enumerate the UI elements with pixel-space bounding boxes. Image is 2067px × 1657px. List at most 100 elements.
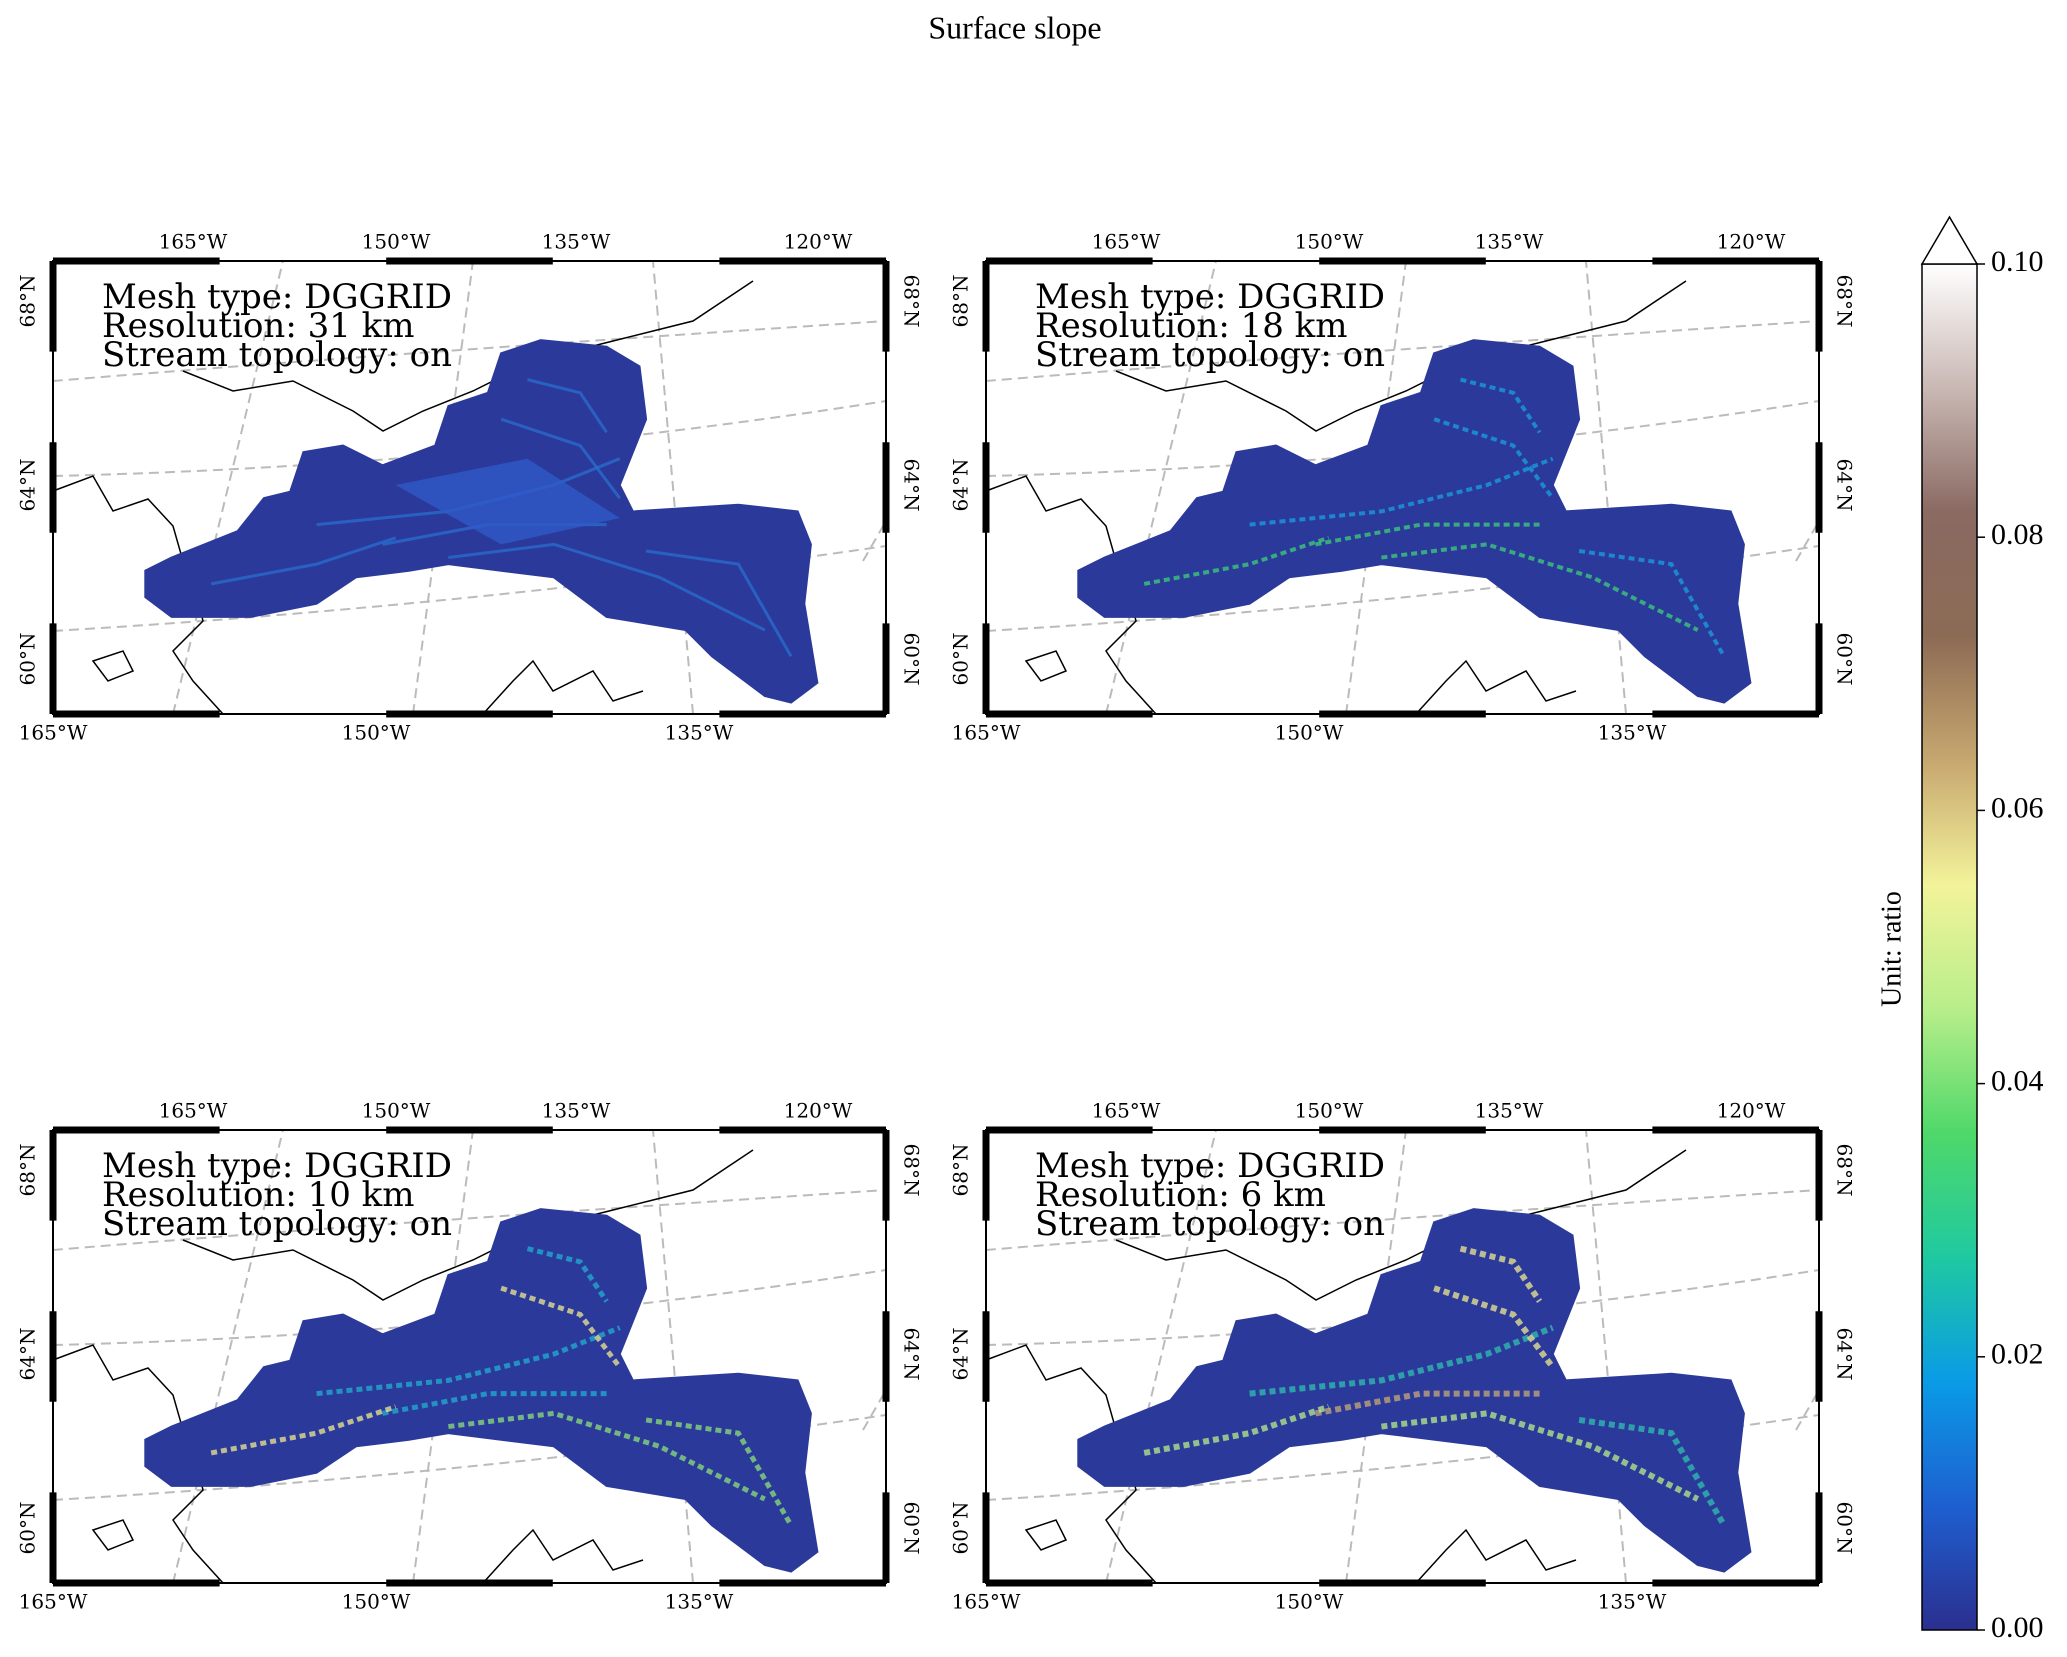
graticule: [172, 1129, 284, 1584]
graticule: [1795, 1389, 1820, 1431]
graticule: [985, 1189, 1820, 1251]
lat-label-left: 60°N: [16, 1502, 40, 1555]
basin-texture: [1314, 1390, 1540, 1417]
panel-annotation: Resolution: 10 km: [102, 1175, 415, 1215]
lon-label-bottom: 135°W: [665, 1590, 734, 1614]
lat-label-right: 68°N: [1833, 1144, 1857, 1197]
colorbar-tick-label: 0.06: [1991, 791, 2044, 824]
graticule: [985, 320, 1820, 382]
lon-label-top: 135°W: [542, 230, 611, 254]
basin-texture: [395, 458, 620, 545]
panel-annotation: Mesh type: DGGRID: [1035, 1146, 1385, 1186]
panel-annotation: Stream topology: on: [1035, 1204, 1385, 1244]
coastline: [1115, 1149, 1687, 1301]
lon-label-top: 120°W: [1717, 1099, 1786, 1123]
basin-texture: [526, 1246, 609, 1303]
graticule: [985, 1414, 1820, 1501]
panel-annotation: Resolution: 18 km: [1035, 306, 1348, 346]
graticule: [52, 1189, 887, 1251]
graticule: [1795, 520, 1820, 562]
lon-label-top: 150°W: [362, 230, 431, 254]
panel-annotation: Stream topology: on: [1035, 335, 1385, 375]
colorbar: [1921, 263, 1978, 1631]
lat-label-left: 60°N: [949, 1502, 973, 1555]
lat-label-left: 60°N: [16, 633, 40, 686]
lat-label-left: 64°N: [949, 459, 973, 512]
lon-label-top: 150°W: [1295, 230, 1364, 254]
graticule: [1585, 1129, 1627, 1584]
basin-texture: [448, 542, 766, 632]
colorbar-tick-label: 0.10: [1991, 245, 2044, 278]
coastline: [182, 280, 754, 432]
lon-label-top: 165°W: [159, 1099, 228, 1123]
graticule: [862, 1389, 887, 1431]
graticule: [1585, 260, 1627, 715]
graticule: [1105, 1129, 1217, 1584]
basin-texture: [645, 1417, 794, 1527]
lat-label-right: 64°N: [1833, 1328, 1857, 1381]
basin-texture: [527, 378, 608, 434]
colorbar-tick-label: 0.04: [1991, 1064, 2044, 1097]
basin-texture: [210, 1404, 397, 1456]
coastline: [1024, 1519, 1068, 1551]
lon-label-top: 135°W: [542, 1099, 611, 1123]
graticule: [52, 320, 887, 382]
graticule: [172, 260, 284, 715]
lon-label-top: 150°W: [1295, 1099, 1364, 1123]
lon-label-bottom: 150°W: [342, 721, 411, 745]
lat-label-left: 60°N: [949, 633, 973, 686]
lat-label-left: 68°N: [949, 275, 973, 328]
coastline: [1415, 1528, 1577, 1584]
basin-texture: [1459, 1245, 1543, 1304]
lat-label-right: 60°N: [1833, 1502, 1857, 1555]
coastline: [91, 1519, 135, 1551]
basin: [144, 1208, 819, 1573]
basin-texture: [500, 417, 621, 500]
basin-texture: [1578, 1416, 1727, 1527]
lat-label-left: 64°N: [949, 1328, 973, 1381]
basin-texture: [1433, 417, 1555, 500]
colorbar-tick-label: 0.08: [1991, 518, 2044, 551]
lon-label-bottom: 135°W: [665, 721, 734, 745]
lon-label-bottom: 165°W: [19, 721, 88, 745]
lon-label-top: 165°W: [1092, 230, 1161, 254]
basin-texture: [382, 1391, 607, 1416]
coastline: [182, 1149, 754, 1301]
graticule: [985, 545, 1820, 632]
lon-label-top: 135°W: [1475, 230, 1544, 254]
panel-annotation: Stream topology: on: [102, 335, 452, 375]
graticule: [52, 545, 887, 632]
lon-label-bottom: 150°W: [342, 1590, 411, 1614]
panel-annotation: Stream topology: on: [102, 1204, 452, 1244]
panel-annotation: Mesh type: DGGRID: [102, 1146, 452, 1186]
lon-label-bottom: 165°W: [952, 721, 1021, 745]
lon-label-bottom: 150°W: [1275, 1590, 1344, 1614]
coastline: [482, 1528, 644, 1584]
colorbar-tick-label: 0.02: [1991, 1338, 2044, 1371]
basin-texture: [1315, 522, 1540, 547]
basin-texture: [1433, 1285, 1556, 1370]
colorbar-label: Unit: ratio: [1876, 891, 1907, 1007]
coastline: [91, 650, 135, 682]
basin-texture: [645, 549, 793, 658]
lon-label-bottom: 165°W: [952, 1590, 1021, 1614]
lon-label-top: 165°W: [1092, 1099, 1161, 1123]
lon-label-bottom: 150°W: [1275, 721, 1344, 745]
coastline: [1024, 650, 1068, 682]
lon-label-top: 135°W: [1475, 1099, 1544, 1123]
lat-label-left: 64°N: [16, 459, 40, 512]
lat-label-right: 68°N: [900, 275, 924, 328]
lat-label-left: 68°N: [16, 275, 40, 328]
basin-texture: [1381, 1410, 1700, 1502]
figure-title: Surface slope: [928, 9, 1101, 45]
lat-label-right: 60°N: [900, 633, 924, 686]
lat-label-right: 60°N: [1833, 633, 1857, 686]
basin: [1077, 1208, 1752, 1573]
basin-texture: [1578, 548, 1726, 658]
basin-texture: [1459, 377, 1542, 434]
lat-label-left: 68°N: [16, 1144, 40, 1197]
basin-texture: [1143, 1403, 1330, 1456]
